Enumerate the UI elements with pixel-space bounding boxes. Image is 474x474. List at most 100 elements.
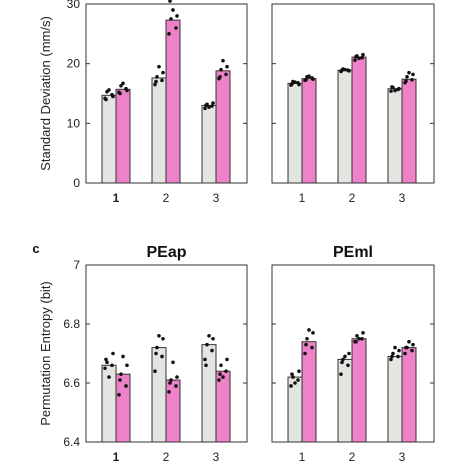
data-point bbox=[167, 32, 171, 36]
data-point bbox=[110, 363, 114, 368]
data-point bbox=[311, 331, 315, 335]
data-point bbox=[174, 384, 178, 388]
data-point bbox=[155, 74, 159, 79]
bar-series-1-group-3 bbox=[387, 355, 403, 443]
y-tick-label: 0 bbox=[73, 176, 80, 190]
data-point bbox=[117, 393, 121, 397]
data-point bbox=[403, 351, 407, 356]
data-point bbox=[157, 64, 161, 69]
bar-series-2-group-3 bbox=[401, 347, 417, 443]
x-category-label: 3 bbox=[213, 191, 220, 205]
data-point bbox=[307, 74, 311, 78]
data-point bbox=[293, 381, 297, 385]
data-point bbox=[168, 381, 172, 385]
data-point bbox=[119, 372, 123, 376]
bar-series-2-group-3 bbox=[215, 370, 231, 443]
data-point bbox=[121, 81, 125, 86]
data-point bbox=[357, 56, 361, 61]
y-tick-label: 7 bbox=[73, 258, 80, 272]
data-point bbox=[104, 357, 108, 362]
data-point bbox=[219, 67, 223, 72]
panel-title: PEml bbox=[333, 244, 373, 261]
data-point bbox=[221, 58, 225, 63]
x-category-label: 1 bbox=[113, 450, 120, 464]
y-axis-label: Standard Deviation (mm/s) bbox=[38, 16, 53, 171]
data-point bbox=[290, 372, 294, 376]
data-point bbox=[218, 372, 222, 376]
data-point bbox=[225, 64, 229, 69]
data-point bbox=[217, 378, 221, 382]
data-point bbox=[125, 88, 129, 93]
data-point bbox=[404, 345, 408, 350]
data-point bbox=[121, 354, 125, 359]
data-point bbox=[119, 83, 123, 88]
bar-series-1-group-2 bbox=[337, 69, 353, 184]
data-point bbox=[390, 85, 394, 89]
data-point bbox=[355, 334, 359, 338]
data-point bbox=[160, 354, 164, 359]
data-point bbox=[354, 54, 358, 59]
data-point bbox=[224, 72, 228, 77]
data-point bbox=[107, 88, 111, 92]
data-point bbox=[175, 375, 179, 379]
data-point bbox=[107, 375, 111, 379]
bar-series-1-group-2 bbox=[151, 77, 167, 184]
data-point bbox=[304, 77, 308, 82]
data-point bbox=[393, 345, 397, 350]
data-point bbox=[361, 52, 365, 57]
x-category-label: 2 bbox=[349, 450, 356, 464]
x-category-label: 1 bbox=[299, 450, 306, 464]
data-point bbox=[396, 354, 400, 359]
data-point bbox=[154, 351, 158, 356]
data-point bbox=[347, 69, 351, 73]
data-point bbox=[203, 357, 207, 362]
data-point bbox=[104, 97, 108, 102]
data-point bbox=[411, 342, 415, 347]
data-point bbox=[225, 357, 229, 362]
data-point bbox=[291, 375, 295, 379]
data-point bbox=[397, 86, 401, 91]
data-point bbox=[211, 336, 215, 341]
data-point bbox=[118, 91, 122, 96]
bar-series-2-group-1 bbox=[115, 88, 131, 184]
data-point bbox=[161, 70, 165, 75]
data-point bbox=[407, 339, 411, 344]
x-category-label: 1 bbox=[113, 191, 120, 205]
x-category-label: 1 bbox=[299, 191, 306, 205]
data-point bbox=[171, 8, 175, 12]
data-point bbox=[360, 336, 364, 341]
bar-series-2-group-3 bbox=[401, 78, 417, 184]
x-category-label: 3 bbox=[399, 450, 406, 464]
data-point bbox=[219, 363, 223, 368]
data-point bbox=[207, 334, 211, 338]
bar-series-1-group-1 bbox=[287, 82, 303, 184]
bar-series-2-group-2 bbox=[165, 379, 181, 443]
x-category-label: 2 bbox=[163, 191, 170, 205]
bar-series-2-group-2 bbox=[351, 338, 367, 443]
panel-frame bbox=[271, 264, 435, 443]
data-point bbox=[296, 378, 300, 382]
bar-series-2-group-1 bbox=[115, 373, 131, 443]
data-point bbox=[157, 334, 161, 338]
data-point bbox=[210, 104, 214, 108]
data-point bbox=[407, 70, 411, 75]
data-point bbox=[410, 348, 414, 353]
data-point bbox=[390, 354, 394, 359]
data-point bbox=[411, 72, 415, 77]
data-point bbox=[205, 342, 209, 347]
data-point bbox=[169, 378, 173, 382]
data-point bbox=[361, 331, 365, 335]
panel-title: PEap bbox=[146, 244, 186, 261]
y-tick-label: 6.4 bbox=[63, 435, 80, 449]
data-point bbox=[111, 94, 115, 99]
data-point bbox=[210, 348, 214, 353]
data-point bbox=[204, 103, 208, 108]
data-point bbox=[354, 339, 358, 344]
data-point bbox=[297, 369, 301, 374]
data-point bbox=[153, 369, 157, 374]
data-point bbox=[224, 369, 228, 374]
data-point bbox=[293, 80, 297, 84]
data-point bbox=[405, 74, 409, 79]
data-point bbox=[340, 360, 344, 365]
